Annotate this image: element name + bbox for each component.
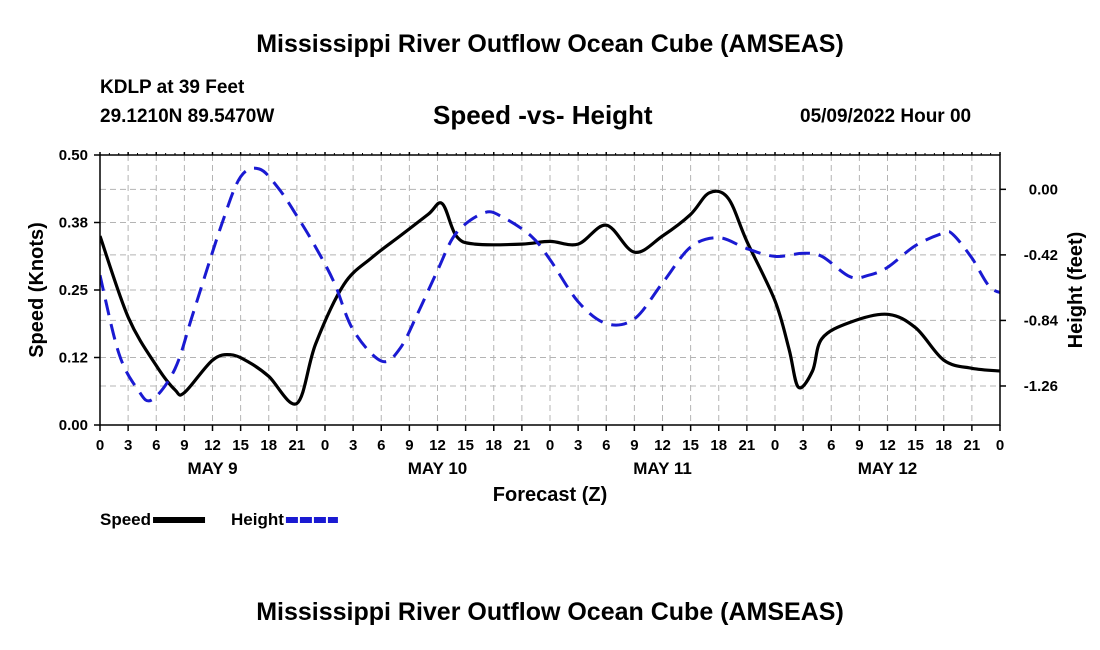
x-tick-label: 15 [907, 437, 924, 454]
x-tick-label: 12 [204, 437, 221, 454]
x-tick-label: 6 [152, 437, 160, 454]
y-left-tick-label: 0.50 [59, 147, 88, 164]
x-tick-label: 3 [799, 437, 807, 454]
y-right-tick-label: -0.42 [1024, 247, 1058, 264]
y-left-tick-label: 0.12 [59, 350, 88, 367]
axes: 0 3 6 9 12 15 18 21 0 3 6 9 12 15 18 21 0 3 6 9 12 15 18 21 0 3 6 9… [59, 147, 1059, 478]
legend-label-speed: Speed [100, 510, 151, 529]
legend: Speed Height [100, 510, 338, 529]
x-tick-label: 21 [514, 437, 531, 454]
legend-label-height: Height [231, 510, 284, 529]
x-tick-label: 9 [405, 437, 413, 454]
x-tick-label: 18 [710, 437, 727, 454]
x-tick-label: 18 [935, 437, 952, 454]
y-right-tick-label: -1.26 [1024, 378, 1058, 395]
chart-subtitle: Speed -vs- Height [433, 100, 653, 130]
series-layer [100, 166, 1000, 406]
x-tick-label: 21 [289, 437, 306, 454]
chart-main-title: Mississippi River Outflow Ocean Cube (AM… [256, 30, 844, 58]
series-speed-line [100, 189, 1000, 406]
coordinates-label: 29.1210N 89.5470W [100, 106, 275, 127]
x-tick-label: 18 [485, 437, 502, 454]
x-tick-label: 12 [879, 437, 896, 454]
x-tick-label: 0 [96, 437, 104, 454]
x-tick-label: 6 [602, 437, 610, 454]
x-tick-label: 3 [574, 437, 582, 454]
x-tick-label: 0 [771, 437, 779, 454]
x-tick-label: 9 [180, 437, 188, 454]
y-right-tick-label: 0.00 [1029, 181, 1058, 198]
forecast-datetime: 05/09/2022 Hour 00 [800, 106, 972, 127]
day-label: MAY 9 [187, 459, 237, 478]
day-label: MAY 12 [858, 459, 918, 478]
station-label: KDLP at 39 Feet [100, 77, 245, 98]
y-axis-right-label: Height (feet) [1065, 232, 1087, 349]
y-axis-left-label: Speed (Knots) [26, 222, 48, 358]
x-tick-label: 9 [855, 437, 863, 454]
series-height-line [100, 166, 1000, 403]
y-right-tick-label: -0.84 [1024, 312, 1059, 329]
x-tick-label: 12 [654, 437, 671, 454]
day-label: MAY 10 [408, 459, 468, 478]
x-tick-label: 3 [124, 437, 132, 454]
y-left-tick-label: 0.00 [59, 417, 88, 434]
x-tick-label: 15 [682, 437, 699, 454]
x-tick-label: 6 [377, 437, 385, 454]
x-tick-label: 0 [996, 437, 1004, 454]
x-axis-label: Forecast (Z) [493, 484, 607, 506]
x-tick-label: 15 [457, 437, 474, 454]
day-label: MAY 11 [633, 459, 692, 478]
y-left-tick-label: 0.25 [59, 282, 88, 299]
y-left-tick-label: 0.38 [59, 215, 88, 232]
x-tick-label: 12 [429, 437, 446, 454]
x-tick-label: 0 [546, 437, 554, 454]
grid [100, 155, 1000, 425]
x-tick-label: 0 [321, 437, 329, 454]
x-tick-label: 6 [827, 437, 835, 454]
chart-footer-title: Mississippi River Outflow Ocean Cube (AM… [256, 598, 844, 626]
x-tick-label: 3 [349, 437, 357, 454]
x-tick-label: 15 [232, 437, 249, 454]
x-tick-label: 21 [964, 437, 981, 454]
x-tick-label: 18 [260, 437, 277, 454]
x-tick-label: 9 [630, 437, 638, 454]
x-tick-label: 21 [739, 437, 756, 454]
